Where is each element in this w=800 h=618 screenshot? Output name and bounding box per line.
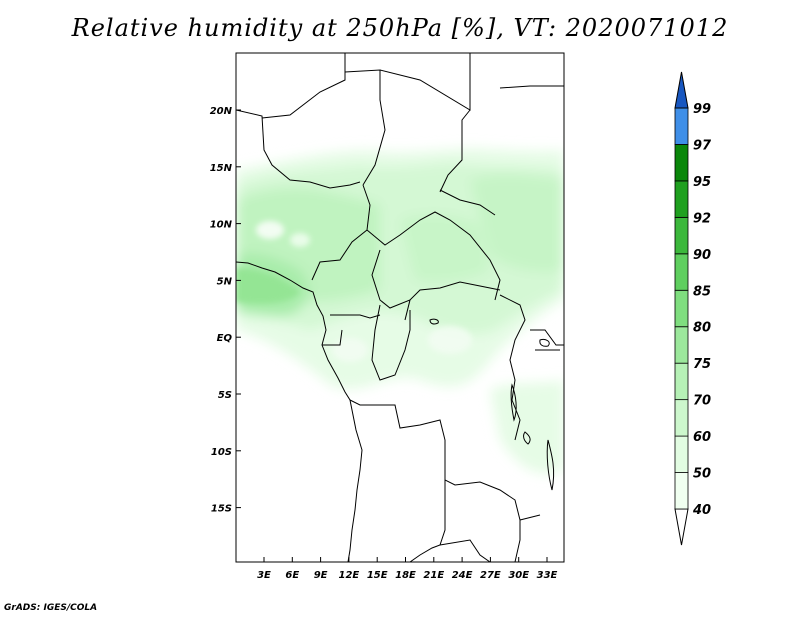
lon-label: 30E xyxy=(508,570,529,581)
longitude-axis: 3E 6E 9E 12E 15E 18E 21E 24E 27E 30E 33E xyxy=(257,557,558,581)
colorbar-segment xyxy=(674,326,689,364)
colorbar-label: 85 xyxy=(693,284,711,299)
colorbar-segment xyxy=(674,144,689,182)
map-frame xyxy=(235,52,565,563)
lat-label: EQ xyxy=(217,333,233,344)
lat-label: 10S xyxy=(211,447,232,458)
latitude-axis: 20N 15N 10N 5N EQ 5S 10S 15S xyxy=(210,106,241,515)
colorbar-segment xyxy=(674,289,689,328)
footer-credit: GrADS: IGES/COLA xyxy=(4,603,98,613)
lon-label: 21E xyxy=(423,570,444,581)
lon-label: 12E xyxy=(339,570,360,581)
lon-label: 27E xyxy=(480,570,501,581)
colorbar-label: 90 xyxy=(693,248,711,263)
colorbar-label: 60 xyxy=(693,430,711,445)
lat-label: 10N xyxy=(210,220,233,231)
country-borders xyxy=(236,53,564,562)
colorbar-segment xyxy=(674,107,689,145)
colorbar: 40 50 60 70 75 80 85 90 92 95 97 99 xyxy=(674,71,712,546)
colorbar-bottom-triangle xyxy=(674,508,689,546)
lon-label: 33E xyxy=(537,570,558,581)
lon-label: 18E xyxy=(395,570,416,581)
colorbar-label: 92 xyxy=(693,211,711,226)
colorbar-label: 70 xyxy=(693,394,711,409)
lat-label: 5S xyxy=(218,390,232,401)
colorbar-label: 95 xyxy=(693,175,711,190)
lon-label: 24E xyxy=(452,570,473,581)
colorbar-label: 40 xyxy=(692,503,711,518)
lat-label: 15N xyxy=(210,163,233,174)
lat-label: 5N xyxy=(217,276,233,287)
colorbar-top-triangle xyxy=(674,71,689,109)
colorbar-label: 99 xyxy=(693,102,711,117)
colorbar-label: 80 xyxy=(693,321,711,336)
lon-label: 6E xyxy=(285,570,299,581)
humidity-shading xyxy=(236,148,564,474)
colorbar-label: 97 xyxy=(693,138,712,153)
colorbar-segment xyxy=(674,399,689,437)
lat-label: 15S xyxy=(211,504,232,515)
colorbar-segment xyxy=(674,472,689,510)
colorbar-label: 50 xyxy=(693,467,711,482)
colorbar-segment xyxy=(674,362,689,401)
chart-title: Relative humidity at 250hPa [%], VT: 202… xyxy=(71,14,729,42)
lat-label: 20N xyxy=(210,106,233,117)
colorbar-segment xyxy=(674,216,689,255)
colorbar-segment xyxy=(674,435,689,473)
lon-label: 9E xyxy=(314,570,328,581)
colorbar-segment xyxy=(674,253,689,291)
lon-label: 15E xyxy=(367,570,388,581)
lon-label: 3E xyxy=(257,570,271,581)
colorbar-label: 75 xyxy=(693,357,711,372)
colorbar-segment xyxy=(674,180,689,218)
